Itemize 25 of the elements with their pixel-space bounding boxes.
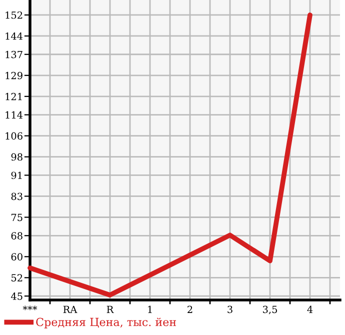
y-tick-label: 144 [6, 32, 23, 40]
y-tick-label: 152 [6, 11, 22, 19]
y-tick-label: 52 [12, 274, 22, 282]
y-tick-label: 98 [11, 153, 22, 161]
x-tick-label: 3 [228, 306, 232, 314]
legend-label: Средняя Цена, тыс. йен [36, 318, 176, 328]
y-tick-label: 68 [11, 232, 22, 240]
x-tick-label: *** [22, 306, 38, 310]
x-tick-label: 4 [307, 306, 313, 313]
y-tick-label: 83 [11, 192, 22, 200]
y-tick-label: 114 [6, 111, 23, 118]
x-tick-label: R [106, 306, 114, 313]
x-tick-label: 1 [148, 306, 152, 313]
x-tick-label: RA [63, 306, 78, 313]
y-tick-label: 106 [6, 132, 22, 140]
line-series [28, 12, 312, 298]
y-tick-label: 137 [6, 50, 22, 58]
y-tick-label: 129 [6, 72, 22, 80]
x-tick-label: 3,5 [263, 306, 277, 314]
y-tick-label: 60 [11, 253, 22, 260]
y-tick-label: 75 [12, 214, 22, 222]
y-tick-label: 45 [10, 292, 22, 300]
y-tick-label: 91 [11, 172, 22, 180]
y-tick-label: 121 [6, 92, 22, 100]
x-tick-label: 2 [188, 306, 192, 313]
